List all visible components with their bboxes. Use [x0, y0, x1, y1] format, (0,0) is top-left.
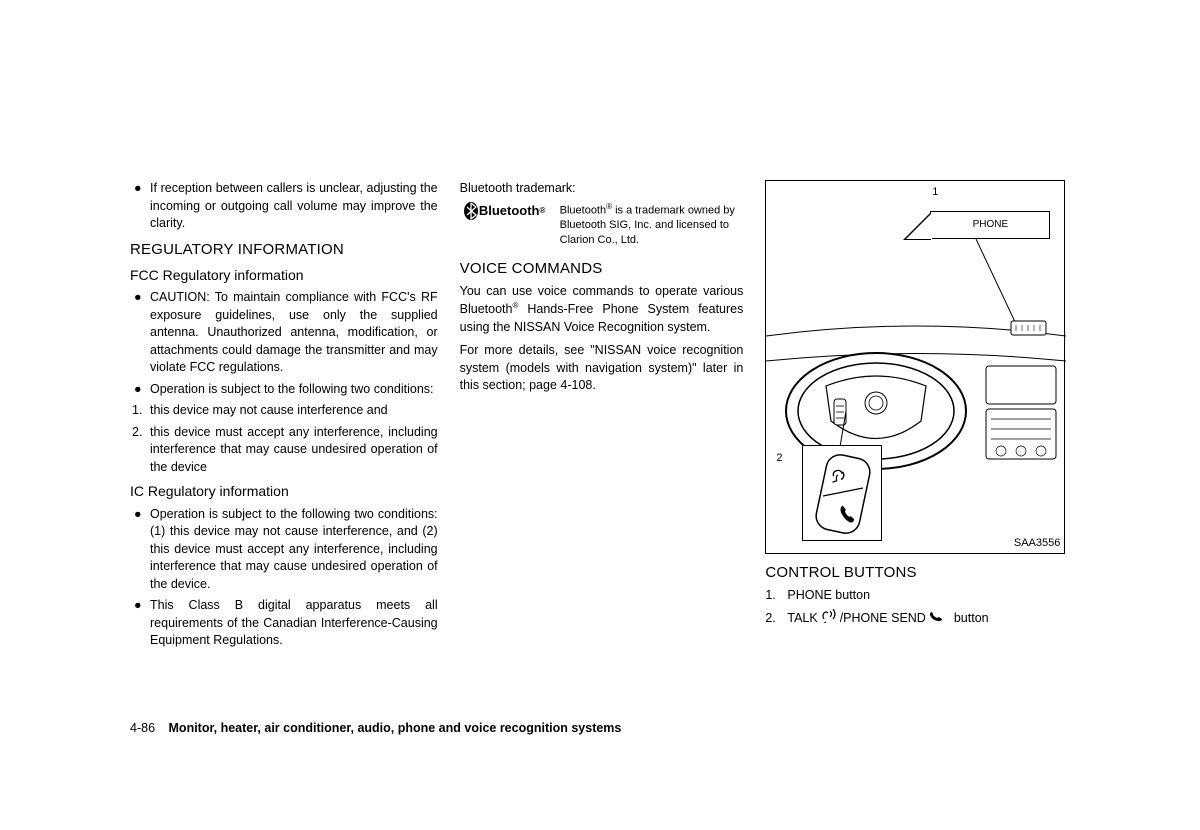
control-item-2: 2. TALK /PHONE SEND button [765, 609, 1070, 629]
column-layout: ● If reception between callers is unclea… [130, 180, 1070, 654]
phone-callout-label: PHONE [973, 218, 1009, 232]
bullet-text: Operation is subject to the following tw… [150, 506, 438, 594]
page-footer: 4-86 Monitor, heater, air conditioner, a… [130, 721, 621, 735]
button-detail-icon [803, 446, 883, 542]
item-text: this device must accept any interference… [150, 424, 438, 477]
item-number: 1. [765, 587, 787, 605]
item-text-post: button [954, 610, 989, 628]
item-text-pre: TALK [787, 610, 817, 628]
bullet-text: CAUTION: To maintain compliance with FCC… [150, 289, 438, 377]
bluetooth-label: Bluetooth trademark: [460, 180, 744, 198]
column-3: 1 PHONE [765, 180, 1070, 654]
bullet-item: ● CAUTION: To maintain compliance with F… [130, 289, 438, 377]
numbered-item: 2. this device must accept any interfere… [130, 424, 438, 477]
bullet-text: This Class B digital apparatus meets all… [150, 597, 438, 650]
phone-callout: PHONE [930, 211, 1050, 239]
item-number: 2. [765, 610, 787, 628]
numbered-item: 1. this device may not cause interferenc… [130, 402, 438, 420]
bullet-item: ● Operation is subject to the following … [130, 506, 438, 594]
phone-send-icon [929, 610, 945, 628]
column-2: Bluetooth trademark: Bluetooth® Bluetoot… [460, 180, 744, 654]
callout-number-2: 2 [776, 451, 782, 466]
bullet-item: ● If reception between callers is unclea… [130, 180, 438, 233]
control-item-1: 1. PHONE button [765, 587, 1070, 605]
item-text-mid: /PHONE SEND [840, 610, 926, 628]
item-text: this device may not cause interference a… [150, 402, 438, 420]
bluetooth-logo-text: Bluetooth [479, 202, 540, 220]
callout-number-1: 1 [932, 185, 938, 200]
bullet-dot-icon: ● [130, 506, 150, 594]
page-number: 4-86 [130, 721, 155, 735]
bluetooth-row: Bluetooth® Bluetooth® is a trademark own… [460, 202, 744, 248]
bullet-dot-icon: ● [130, 180, 150, 233]
control-diagram: 1 PHONE [765, 180, 1065, 554]
item-number: 2. [130, 424, 150, 477]
button-callout [802, 445, 882, 541]
bluetooth-logo: Bluetooth® [460, 202, 550, 226]
column-1: ● If reception between callers is unclea… [130, 180, 438, 654]
item-text: PHONE button [787, 587, 870, 605]
paragraph: For more details, see "NISSAN voice reco… [460, 342, 744, 395]
bullet-text: Operation is subject to the following tw… [150, 381, 438, 399]
bullet-text: If reception between callers is unclear,… [150, 180, 438, 233]
bullet-dot-icon: ● [130, 597, 150, 650]
voice-commands-heading: VOICE COMMANDS [460, 258, 744, 279]
manual-page: ● If reception between callers is unclea… [0, 0, 1200, 830]
bullet-item: ● This Class B digital apparatus meets a… [130, 597, 438, 650]
item-number: 1. [130, 402, 150, 420]
section-title: Monitor, heater, air conditioner, audio,… [169, 721, 622, 735]
diagram-code: SAA3556 [1014, 536, 1060, 551]
bullet-dot-icon: ● [130, 289, 150, 377]
talk-icon [821, 609, 837, 629]
control-buttons-heading: CONTROL BUTTONS [765, 562, 1070, 583]
ic-heading: IC Regulatory information [130, 482, 438, 502]
paragraph: You can use voice commands to operate va… [460, 283, 744, 337]
regulatory-heading: REGULATORY INFORMATION [130, 239, 438, 260]
bluetooth-desc: Bluetooth® is a trademark owned by Bluet… [560, 202, 744, 248]
bullet-item: ● Operation is subject to the following … [130, 381, 438, 399]
bluetooth-icon [464, 202, 478, 220]
fcc-heading: FCC Regulatory information [130, 266, 438, 286]
bullet-dot-icon: ● [130, 381, 150, 399]
